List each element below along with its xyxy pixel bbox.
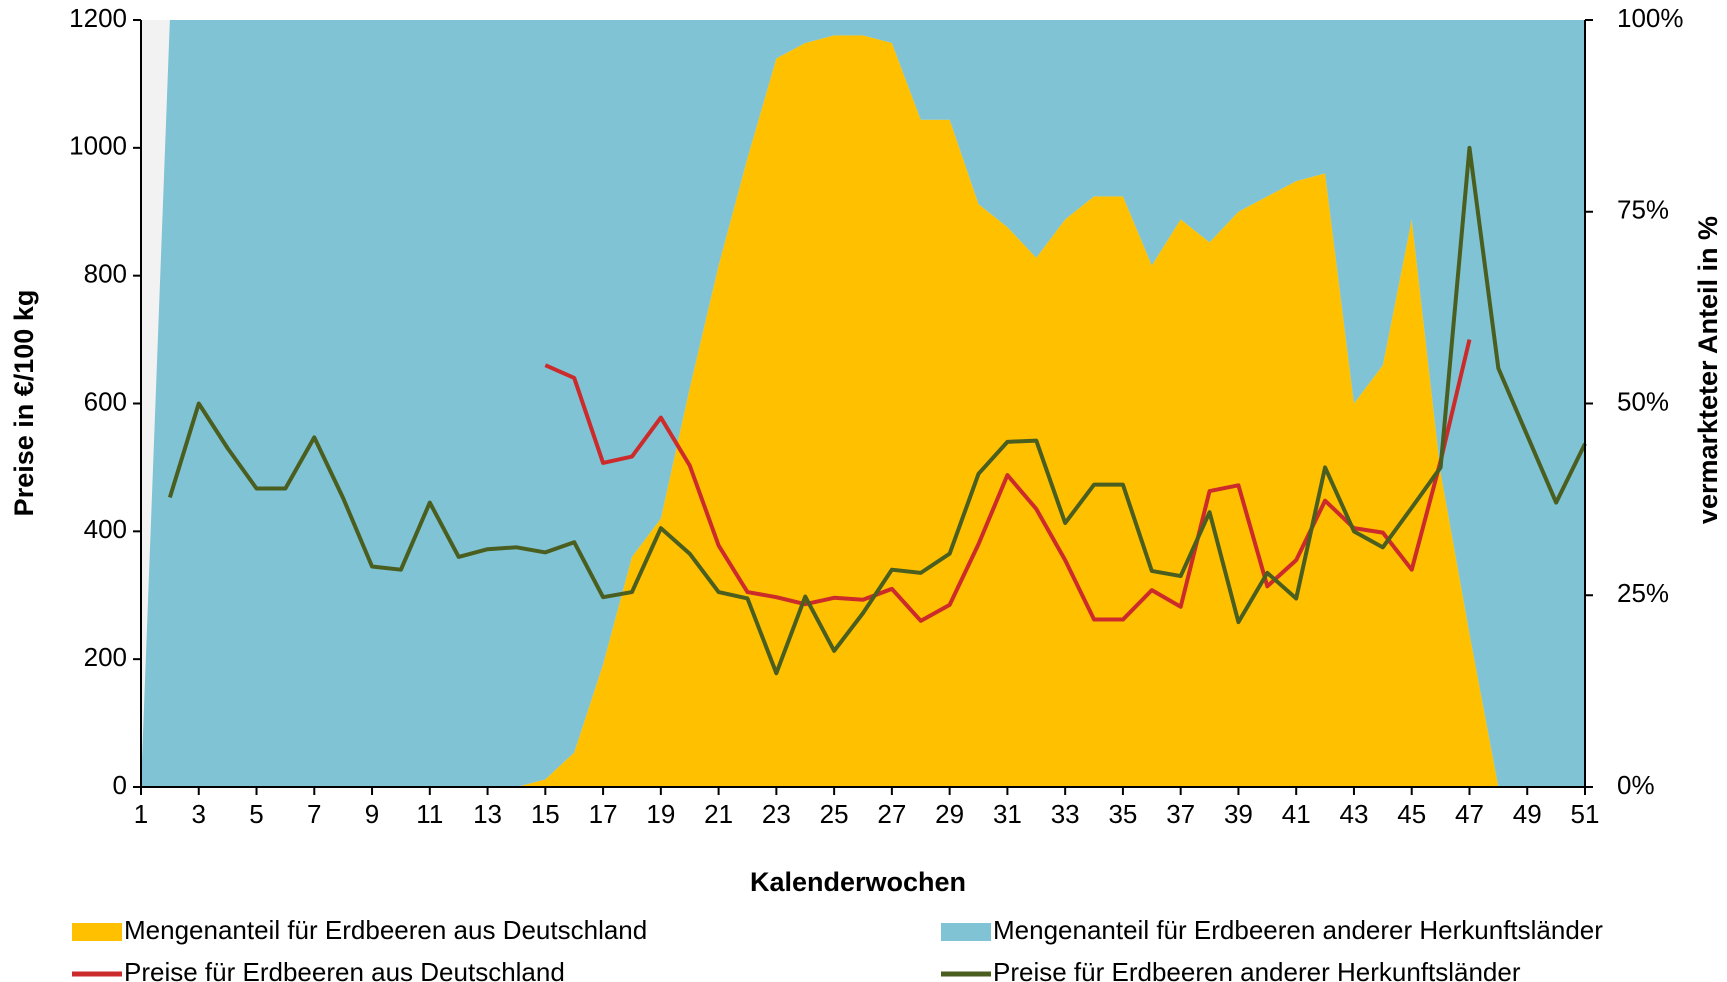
- x-tick-label: 15: [531, 799, 560, 829]
- line: [544, 339, 1472, 623]
- legend-swatch: [72, 923, 122, 941]
- x-tick-label: 23: [762, 799, 791, 829]
- x-tick-label: 9: [365, 799, 379, 829]
- y2-tick-label: 75%: [1617, 195, 1669, 225]
- y-tick-label: 1000: [69, 131, 127, 161]
- legend-label: Mengenanteil für Erdbeeren anderer Herku…: [993, 915, 1603, 945]
- y2-tick-label: 50%: [1617, 386, 1669, 416]
- x-tick-label: 49: [1513, 799, 1542, 829]
- x-tick-label: 31: [993, 799, 1022, 829]
- x-tick-label: 37: [1166, 799, 1195, 829]
- y2-tick-label: 25%: [1617, 578, 1669, 608]
- y-tick-label: 800: [84, 259, 127, 289]
- x-tick-label: 41: [1282, 799, 1311, 829]
- line: [167, 145, 1587, 676]
- legend-swatch: [941, 923, 991, 941]
- x-tick-label: 7: [307, 799, 321, 829]
- y2-tick-label: 0%: [1617, 770, 1655, 800]
- x-tick-label: 19: [646, 799, 675, 829]
- x-axis-label: Kalenderwochen: [750, 867, 966, 897]
- x-tick-label: 43: [1339, 799, 1368, 829]
- x-tick-label: 47: [1455, 799, 1484, 829]
- x-tick-label: 5: [249, 799, 263, 829]
- x-tick-label: 11: [416, 799, 443, 829]
- y2-axis-label: vermarkteter Anteil in %: [1693, 216, 1723, 524]
- x-tick-label: 45: [1397, 799, 1426, 829]
- areas: [141, 20, 1585, 787]
- legend-label: Mengenanteil für Erdbeeren aus Deutschla…: [124, 915, 647, 945]
- legend-label: Preise für Erdbeeren anderer Herkunftslä…: [993, 957, 1521, 982]
- x-tick-label: 21: [704, 799, 733, 829]
- y-tick-label: 1200: [69, 3, 127, 33]
- y2-tick-label: 100%: [1617, 3, 1684, 33]
- x-tick-label: 35: [1108, 799, 1137, 829]
- x-tick-label: 29: [935, 799, 964, 829]
- y-tick-label: 600: [84, 386, 127, 416]
- x-tick-label: 13: [473, 799, 502, 829]
- y-axis-label: Preise in €/100 kg: [9, 290, 39, 517]
- x-tick-label: 51: [1571, 799, 1600, 829]
- y-tick-label: 400: [84, 514, 127, 544]
- legend-label: Preise für Erdbeeren aus Deutschland: [124, 957, 565, 982]
- x-tick-label: 3: [192, 799, 206, 829]
- x-tick-label: 39: [1224, 799, 1253, 829]
- lines: [167, 145, 1587, 676]
- x-tick-label: 33: [1051, 799, 1080, 829]
- legend: Mengenanteil für Erdbeeren aus Deutschla…: [72, 915, 1603, 982]
- x-tick-label: 1: [134, 799, 148, 829]
- x-tick-label: 27: [877, 799, 906, 829]
- x-tick-label: 17: [589, 799, 618, 829]
- area: [141, 35, 1585, 787]
- area: [141, 20, 1585, 787]
- y-tick-label: 0: [113, 770, 127, 800]
- y-tick-label: 200: [84, 642, 127, 672]
- x-tick-label: 25: [820, 799, 849, 829]
